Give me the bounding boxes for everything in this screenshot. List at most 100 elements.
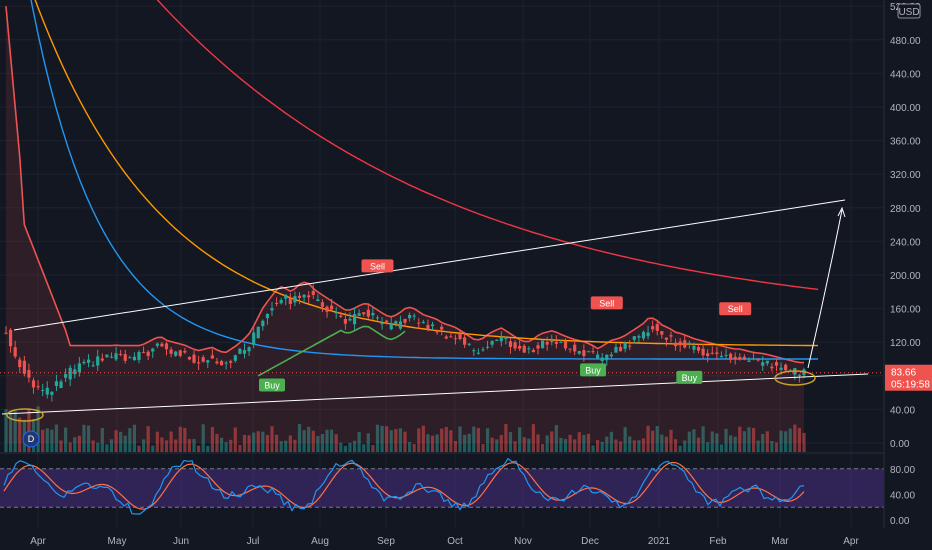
candle-body — [362, 312, 366, 315]
candle-body — [224, 362, 228, 364]
time-tick: Feb — [709, 536, 727, 547]
candle-body — [440, 326, 444, 330]
signal-sell-box — [361, 259, 394, 273]
signal-buy-box — [676, 370, 703, 384]
candle-body — [458, 333, 462, 340]
volume-bar — [559, 437, 563, 452]
volume-bar — [458, 426, 462, 452]
volume-bar — [64, 427, 68, 452]
volume-bar — [128, 428, 132, 452]
candle-body — [96, 356, 100, 366]
volume-bar — [765, 431, 769, 452]
volume-bar — [518, 427, 522, 452]
volume-bar — [463, 434, 467, 452]
candle-body — [435, 330, 439, 333]
volume-bar — [183, 427, 187, 452]
volume-bar — [330, 429, 334, 452]
volume-bar — [678, 445, 682, 452]
candle-body — [4, 332, 8, 334]
volume-bar — [733, 436, 737, 452]
candle-body — [609, 354, 613, 357]
volume-bar — [178, 426, 182, 452]
candle-body — [256, 326, 260, 339]
candle-body — [765, 360, 769, 364]
trendlines[interactable] — [0, 199, 884, 422]
candle-body — [348, 318, 352, 321]
candle-body — [109, 356, 114, 358]
candle-body — [522, 345, 526, 353]
candle-body — [210, 355, 214, 359]
volume-bar — [774, 442, 779, 452]
candle-body — [784, 364, 788, 371]
candle-body — [265, 313, 270, 319]
candle-body — [114, 353, 118, 360]
candle-body — [100, 358, 104, 361]
volume-bar — [100, 427, 104, 452]
candle-body — [540, 340, 545, 349]
volume-bar — [233, 427, 237, 452]
volume-bar — [174, 439, 178, 452]
candle-body — [86, 359, 91, 363]
volume-bar — [554, 425, 558, 452]
volume-bar — [715, 433, 719, 452]
volume-bar — [375, 424, 380, 452]
candle-body — [508, 341, 513, 348]
volume-bar — [687, 431, 691, 452]
volume-bar — [632, 440, 636, 452]
candle-body — [174, 351, 178, 356]
volume-bar — [770, 440, 774, 452]
volume-bar — [797, 427, 802, 452]
candle-body — [651, 326, 655, 330]
volume-bar — [50, 429, 54, 452]
candle-body — [724, 355, 728, 357]
candle-body — [628, 345, 632, 347]
candle-body — [669, 335, 673, 337]
volume-bar — [742, 431, 746, 452]
volume-bar — [605, 436, 609, 452]
volume-bar — [357, 432, 361, 452]
volume-bar — [536, 434, 540, 452]
candle-body — [774, 362, 779, 366]
candle-body — [334, 312, 338, 314]
axes: 520.00480.00440.00400.00360.00320.00280.… — [30, 0, 932, 550]
volume-bar — [600, 441, 604, 452]
candle-body — [137, 352, 141, 361]
stoch-band — [0, 468, 884, 508]
candle-body — [742, 356, 746, 359]
candle-body — [82, 361, 86, 364]
volume-bar — [453, 441, 458, 452]
time-tick: May — [108, 536, 127, 547]
price-tick: 480.00 — [890, 36, 921, 47]
signal-buy-label: Buy — [264, 380, 280, 390]
candle-body — [485, 346, 490, 348]
candle-body — [36, 386, 40, 388]
candle-body — [637, 336, 641, 338]
moving-averages — [30, 0, 819, 360]
volume-bar — [793, 424, 797, 452]
candle-body — [233, 355, 237, 361]
volume-bar — [751, 428, 756, 452]
candle-body — [8, 329, 13, 347]
volume-bar — [348, 442, 352, 452]
time-tick: Apr — [843, 536, 859, 547]
volume-bar — [802, 432, 806, 452]
volume-bar — [252, 432, 256, 452]
volume-bar — [394, 429, 398, 452]
candle-body — [499, 336, 503, 342]
candle-body — [394, 321, 398, 324]
candle-body — [192, 354, 196, 363]
volume-bar — [68, 442, 72, 452]
candle-body — [618, 347, 623, 352]
candle-body — [187, 356, 192, 360]
candle-body — [641, 331, 646, 339]
candle-body — [293, 296, 297, 303]
volume-bar — [655, 426, 659, 452]
volume-bar — [435, 434, 439, 452]
candle-body — [559, 341, 563, 343]
candle-body — [366, 309, 370, 317]
candle-body — [591, 351, 595, 353]
volume-bar — [307, 426, 311, 452]
candle-body — [54, 381, 59, 387]
volume-bar — [710, 431, 714, 452]
